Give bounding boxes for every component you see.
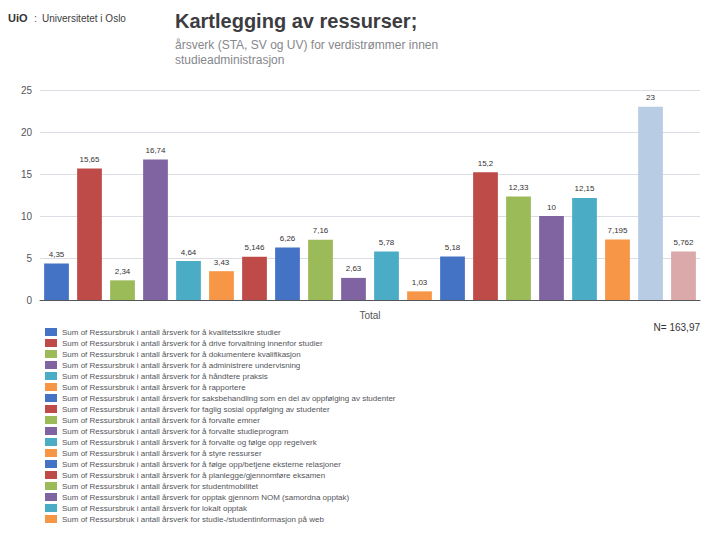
- svg-text:5,762: 5,762: [673, 238, 694, 247]
- svg-text:12,33: 12,33: [508, 183, 529, 192]
- svg-text:10: 10: [21, 211, 33, 222]
- svg-text:Sum of Ressursbruk i antall år: Sum of Ressursbruk i antall årsverk for …: [62, 438, 318, 447]
- svg-text:Sum of Ressursbruk i antall år: Sum of Ressursbruk i antall årsverk for …: [62, 383, 246, 392]
- svg-text:5,146: 5,146: [244, 243, 265, 252]
- svg-text:12,15: 12,15: [574, 184, 595, 193]
- svg-text:7,16: 7,16: [313, 226, 329, 235]
- svg-text:7,195: 7,195: [607, 226, 628, 235]
- svg-text:Universitetet i Oslo: Universitetet i Oslo: [42, 13, 126, 24]
- svg-text:4,64: 4,64: [181, 248, 197, 257]
- svg-text:Kartlegging av ressurser;: Kartlegging av ressurser;: [175, 10, 417, 32]
- svg-text:Sum of Ressursbruk i antall år: Sum of Ressursbruk i antall årsverk for …: [62, 394, 396, 403]
- svg-text:0: 0: [26, 295, 32, 306]
- svg-text:Sum of Ressursbruk i antall år: Sum of Ressursbruk i antall årsverk for …: [62, 416, 260, 425]
- svg-text:15,65: 15,65: [79, 155, 100, 164]
- svg-text:Sum of Ressursbruk i antall år: Sum of Ressursbruk i antall årsverk for …: [62, 471, 325, 480]
- svg-text:Sum of Ressursbruk i antall år: Sum of Ressursbruk i antall årsverk for …: [62, 482, 259, 491]
- svg-text:23: 23: [646, 93, 655, 102]
- svg-text:6,26: 6,26: [280, 234, 296, 243]
- svg-text:Sum of Ressursbruk i antall år: Sum of Ressursbruk i antall årsverk for …: [62, 449, 262, 458]
- svg-text:Sum of Ressursbruk i antall år: Sum of Ressursbruk i antall årsverk for …: [62, 405, 330, 414]
- svg-text::: :: [34, 12, 37, 24]
- svg-text:16,74: 16,74: [145, 146, 166, 155]
- svg-text:25: 25: [21, 85, 33, 96]
- svg-text:Sum of Ressursbruk i antall år: Sum of Ressursbruk i antall årsverk for …: [62, 350, 301, 359]
- svg-text:N= 163,97: N= 163,97: [654, 322, 701, 333]
- svg-text:studieadministrasjon: studieadministrasjon: [175, 53, 284, 67]
- svg-text:Total: Total: [359, 310, 380, 321]
- svg-text:5: 5: [26, 253, 32, 264]
- svg-text:3,43: 3,43: [214, 258, 230, 267]
- svg-text:1,03: 1,03: [412, 278, 428, 287]
- svg-text:Sum of Ressursbruk i antall år: Sum of Ressursbruk i antall årsverk for …: [62, 372, 268, 381]
- svg-text:Sum of Ressursbruk i antall år: Sum of Ressursbruk i antall årsverk for …: [62, 515, 324, 524]
- svg-text:15: 15: [21, 169, 33, 180]
- svg-text:Sum of Ressursbruk i antall år: Sum of Ressursbruk i antall årsverk for …: [62, 460, 341, 469]
- svg-text:5,18: 5,18: [445, 243, 461, 252]
- svg-text:årsverk (STA, SV og UV) for ve: årsverk (STA, SV og UV) for verdistrømme…: [175, 38, 438, 52]
- svg-text:5,78: 5,78: [379, 238, 395, 247]
- svg-text:15,2: 15,2: [478, 159, 494, 168]
- svg-text:UiO: UiO: [8, 12, 28, 24]
- svg-text:Sum of Ressursbruk i antall år: Sum of Ressursbruk i antall årsverk for …: [62, 328, 281, 337]
- svg-text:2,63: 2,63: [346, 264, 362, 273]
- svg-text:Sum of Ressursbruk i antall år: Sum of Ressursbruk i antall årsverk for …: [62, 361, 300, 370]
- svg-text:Sum of Ressursbruk i antall år: Sum of Ressursbruk i antall årsverk for …: [62, 493, 350, 502]
- svg-text:10: 10: [547, 203, 556, 212]
- svg-text:Sum of Ressursbruk i antall år: Sum of Ressursbruk i antall årsverk for …: [62, 427, 289, 436]
- svg-text:Sum of Ressursbruk i antall år: Sum of Ressursbruk i antall årsverk for …: [62, 504, 248, 513]
- svg-text:20: 20: [21, 127, 33, 138]
- svg-text:4,35: 4,35: [49, 250, 65, 259]
- svg-text:Sum of Ressursbruk i antall år: Sum of Ressursbruk i antall årsverk for …: [62, 339, 323, 348]
- svg-text:2,34: 2,34: [115, 267, 131, 276]
